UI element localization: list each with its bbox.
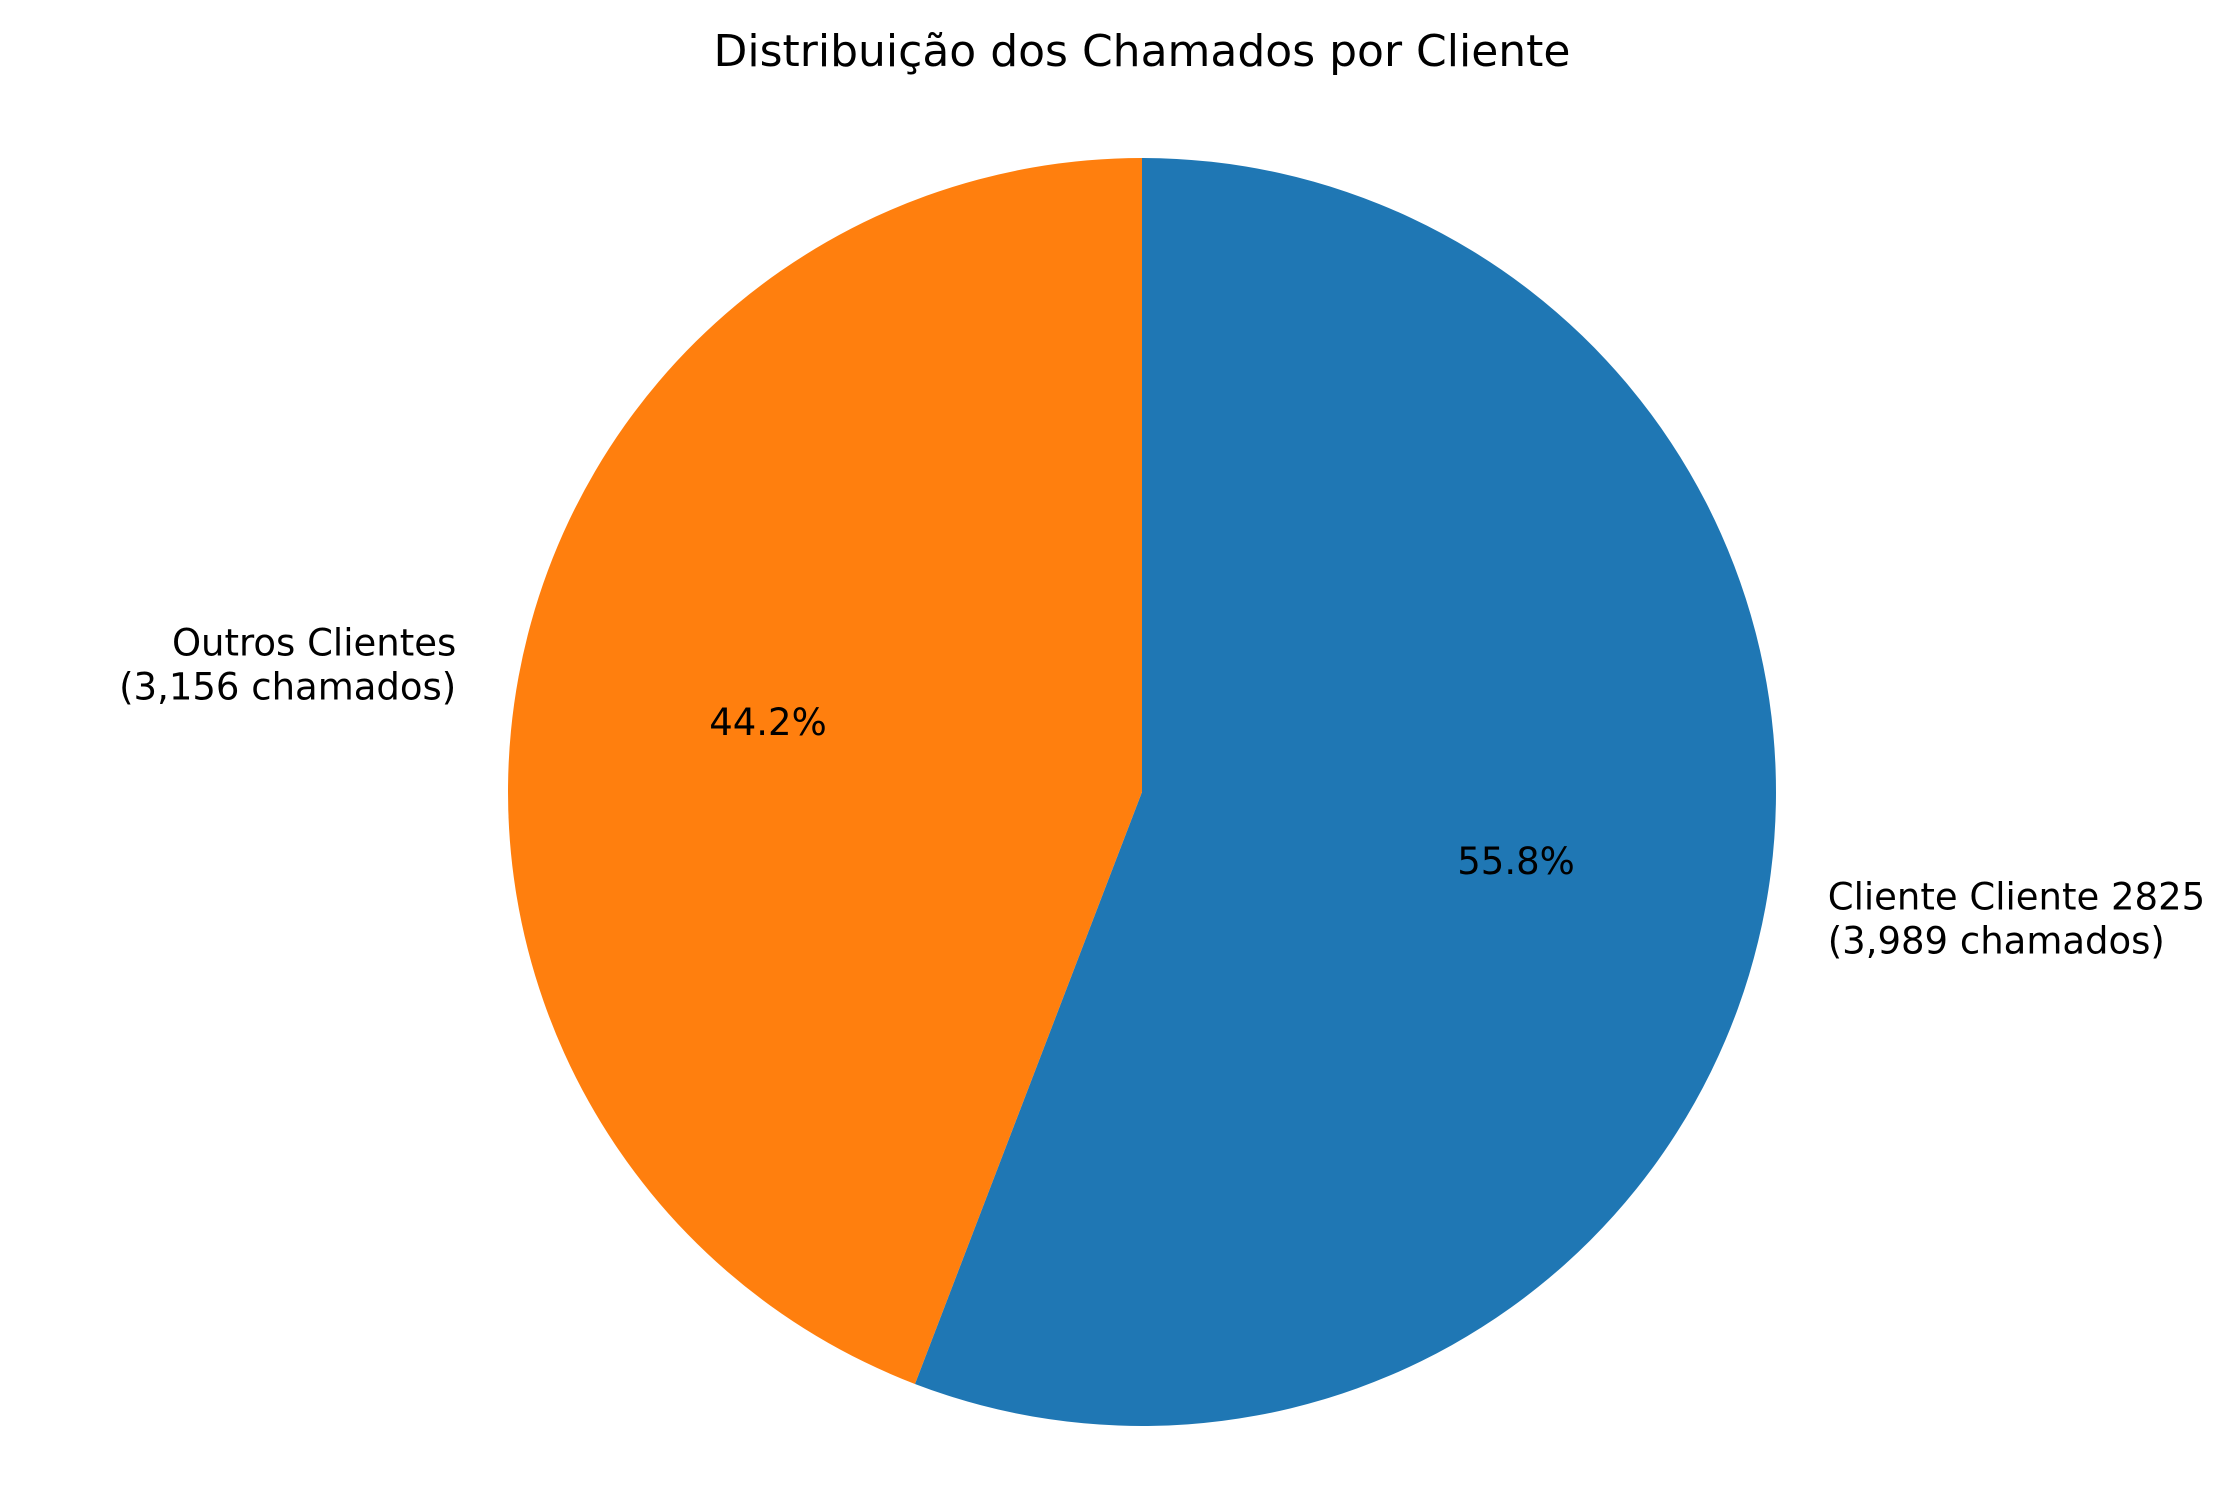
- slice-label-line: (3,989 chamados): [1828, 920, 2165, 963]
- slice-label-line: Cliente Cliente 2825: [1828, 876, 2205, 919]
- pie-labels: 55.8% Cliente Cliente 2825 (3,989 chamados…: [119, 621, 2205, 962]
- slice-category-label-1: Outros Clientes (3,156 chamados): [119, 621, 456, 708]
- slice-percent-label-1: 44.2%: [709, 701, 827, 744]
- slice-label-line: (3,156 chamados): [119, 665, 456, 708]
- slice-category-label-0: Cliente Cliente 2825 (3,989 chamados): [1828, 876, 2205, 963]
- slice-percent-label-0: 55.8%: [1457, 840, 1575, 883]
- slice-label-line: Outros Clientes: [172, 621, 456, 664]
- chart-title: Distribuição dos Chamados por Cliente: [714, 26, 1571, 77]
- pie-slice-1: [507, 158, 1142, 1384]
- pie-slice-0: [914, 158, 1776, 1426]
- pie-slices: [507, 158, 1776, 1426]
